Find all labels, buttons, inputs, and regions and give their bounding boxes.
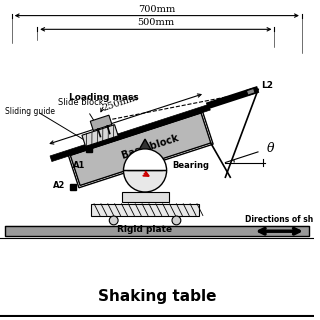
Wedge shape xyxy=(124,171,167,192)
Text: 250mm: 250mm xyxy=(102,93,140,113)
Text: Bearing: Bearing xyxy=(172,161,210,170)
Text: L2: L2 xyxy=(261,81,273,90)
Text: 500mm: 500mm xyxy=(137,18,174,27)
Polygon shape xyxy=(122,192,169,202)
Circle shape xyxy=(172,216,181,225)
Polygon shape xyxy=(70,113,211,185)
Polygon shape xyxy=(127,139,163,171)
Polygon shape xyxy=(82,125,118,147)
Text: θ: θ xyxy=(267,142,274,155)
Polygon shape xyxy=(68,111,213,188)
Polygon shape xyxy=(90,115,112,131)
Text: Loading mass: Loading mass xyxy=(69,92,139,101)
Text: Sliding guide: Sliding guide xyxy=(5,107,55,116)
Text: Rigid plate: Rigid plate xyxy=(117,225,172,234)
Text: 700mm: 700mm xyxy=(138,4,175,14)
Circle shape xyxy=(124,149,167,192)
Wedge shape xyxy=(124,149,167,171)
Text: A2: A2 xyxy=(53,181,65,190)
Bar xyxy=(70,184,76,190)
Text: Directions of sh: Directions of sh xyxy=(245,215,314,224)
Circle shape xyxy=(109,216,118,225)
Bar xyxy=(5,226,309,236)
Polygon shape xyxy=(50,104,210,162)
Polygon shape xyxy=(246,88,255,95)
Text: Slide block: Slide block xyxy=(58,99,103,108)
Text: Shaking table: Shaking table xyxy=(98,289,216,304)
Polygon shape xyxy=(91,204,199,216)
Bar xyxy=(86,147,92,152)
Text: A1: A1 xyxy=(73,161,85,170)
Polygon shape xyxy=(70,113,211,185)
Text: Base block: Base block xyxy=(121,133,180,161)
